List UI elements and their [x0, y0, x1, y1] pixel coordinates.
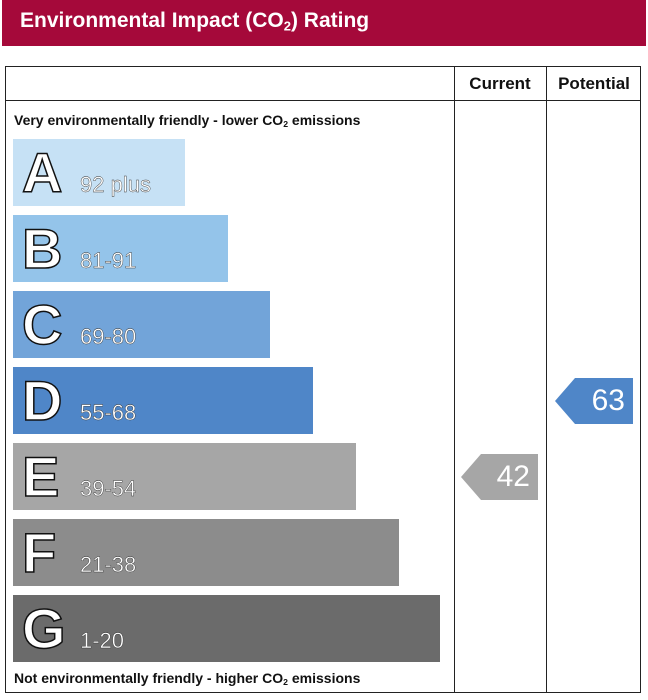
band-range-label: 39-54	[80, 476, 137, 501]
rating-table: Current Potential Very environmentally f…	[5, 66, 641, 693]
band-range-label: 81-91	[80, 248, 137, 273]
band-letter: G	[21, 596, 66, 661]
arrow-shape	[461, 453, 538, 500]
band-e: E 39-54	[13, 443, 356, 510]
bottom-caption: Not environmentally friendly - higher CO…	[14, 670, 361, 688]
band-letter: B	[21, 216, 63, 281]
band-range-label: 21-38	[80, 552, 137, 577]
band-f: F 21-38	[13, 519, 399, 586]
rating-arrow-potential: 63	[555, 377, 633, 424]
band-c: C 69-80	[13, 291, 270, 358]
rating-value: 63	[591, 383, 625, 417]
chart-title: Environmental Impact (CO2) Rating	[20, 9, 370, 34]
title-bar: Environmental Impact (CO2) Rating	[2, 0, 646, 46]
band-letter: F	[21, 520, 57, 585]
band-letter: A	[21, 140, 63, 205]
band-letter: E	[21, 444, 60, 509]
band-a: A 92 plus	[13, 139, 185, 206]
band-d: D 55-68	[13, 367, 313, 434]
band-range-label: 1-20	[80, 628, 125, 653]
band-letter: D	[21, 368, 63, 433]
band-letter: C	[21, 292, 63, 357]
band-range-label: 92 plus	[80, 172, 151, 197]
rating-value: 42	[496, 459, 530, 493]
column-divider-potential	[546, 67, 547, 692]
band-range-label: 55-68	[80, 400, 137, 425]
arrow-shape	[555, 377, 633, 424]
column-header-potential: Potential	[558, 74, 630, 93]
column-header-current: Current	[469, 74, 531, 93]
band-g: G 1-20	[13, 595, 440, 662]
top-caption: Very environmentally friendly - lower CO…	[14, 112, 361, 130]
band-range-label: 69-80	[80, 324, 137, 349]
rating-arrow-current: 42	[461, 453, 538, 500]
column-divider-current	[454, 67, 455, 692]
band-b: B 81-91	[13, 215, 228, 282]
header-row-divider	[6, 100, 454, 101]
header-row-divider-right	[454, 100, 640, 101]
